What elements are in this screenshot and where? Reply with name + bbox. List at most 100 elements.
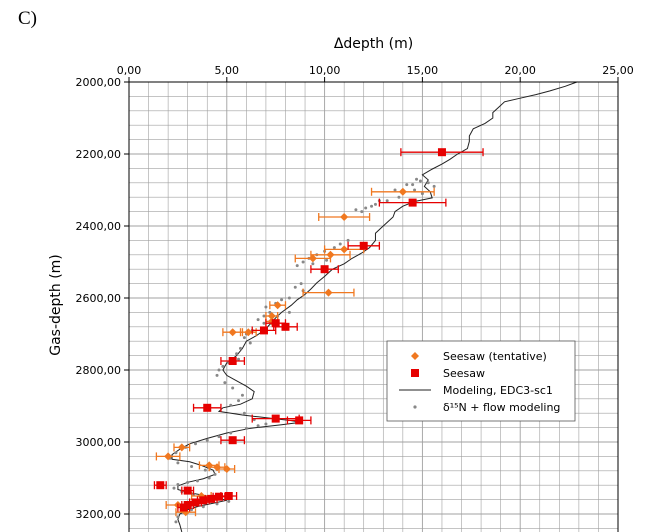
d15n-point bbox=[172, 486, 176, 490]
d15n-point bbox=[426, 181, 430, 185]
d15n-point bbox=[354, 208, 358, 212]
d15n-point bbox=[242, 336, 246, 340]
d15n-point bbox=[418, 179, 422, 183]
seesaw-point bbox=[228, 436, 237, 445]
d15n-point bbox=[213, 472, 217, 476]
d15n-point bbox=[205, 438, 209, 442]
d15n-point bbox=[280, 298, 284, 302]
seesaw-tentative-point bbox=[164, 452, 173, 461]
d15n-point bbox=[217, 368, 221, 372]
d15n-point bbox=[299, 282, 303, 286]
x-tick-label: 15,00 bbox=[407, 64, 439, 77]
d15n-point bbox=[293, 285, 297, 289]
d15n-point bbox=[240, 393, 244, 397]
seesaw-point bbox=[271, 319, 280, 328]
d15n-point bbox=[215, 502, 219, 506]
d15n-point bbox=[217, 435, 221, 439]
d15n-point bbox=[268, 310, 272, 314]
d15n-point bbox=[231, 386, 235, 390]
d15n-point bbox=[176, 515, 180, 519]
panel-label: C) bbox=[18, 8, 37, 29]
d15n-point bbox=[238, 346, 242, 350]
d15n-point bbox=[229, 431, 233, 435]
d15n-point bbox=[262, 321, 266, 325]
d15n-point bbox=[223, 381, 227, 385]
seesaw-tentative-point bbox=[398, 187, 407, 196]
x-axis-title: Δdepth (m) bbox=[334, 36, 413, 52]
d15n-point bbox=[405, 183, 409, 187]
d15n-point bbox=[370, 204, 374, 208]
d15n-point bbox=[229, 403, 233, 407]
d15n-point bbox=[432, 184, 436, 188]
d15n-point bbox=[221, 364, 225, 368]
d15n-point bbox=[190, 464, 194, 468]
d15n-point bbox=[176, 482, 180, 486]
axes: 0,00 5,00 10,00 15,00 20,00 25,00 2000,00 2200,… bbox=[76, 64, 634, 532]
seesaw-point bbox=[295, 416, 304, 425]
model-line-layer bbox=[171, 81, 578, 532]
seesaw-point bbox=[203, 403, 212, 412]
y-tick-label: 2200,00 bbox=[76, 148, 122, 161]
x-tick-label: 25,00 bbox=[602, 64, 634, 77]
seesaw-tentative-point bbox=[228, 328, 237, 337]
d15n-point bbox=[227, 499, 231, 503]
seesaw-tentative-point bbox=[267, 312, 276, 320]
d15n-point bbox=[203, 468, 207, 472]
x-tick-label: 5,00 bbox=[215, 64, 240, 77]
grid bbox=[128, 81, 619, 532]
seesaw-point bbox=[199, 496, 208, 505]
d15n-point bbox=[195, 479, 199, 483]
model-line bbox=[171, 81, 578, 532]
d15n-point bbox=[397, 195, 401, 199]
legend-marker-d15n bbox=[413, 405, 417, 409]
d15n-point bbox=[176, 461, 180, 465]
d15n-point bbox=[415, 177, 419, 181]
seesaw-tentative-point bbox=[213, 463, 222, 472]
d15n-point bbox=[207, 476, 211, 480]
y-axis-title: Gas-depth (m) bbox=[48, 254, 64, 356]
legend: Seesaw (tentative) Seesaw Modeling, EDC3-s… bbox=[386, 340, 576, 422]
seesaw-tentative-point bbox=[222, 465, 231, 473]
d15n-point bbox=[242, 411, 246, 415]
seesaw-point bbox=[224, 492, 233, 500]
seesaw-tentative-point bbox=[324, 288, 333, 297]
d15n-point bbox=[413, 188, 417, 192]
y-tick-label: 3000,00 bbox=[76, 436, 122, 449]
seesaw-point bbox=[156, 481, 165, 490]
d15n-point bbox=[174, 451, 178, 455]
d15n-point bbox=[237, 399, 241, 403]
y-tick-label: 2800,00 bbox=[76, 364, 122, 377]
seesaw-tentative-point bbox=[340, 245, 349, 254]
seesaw-tentative-point bbox=[340, 213, 349, 221]
seesaw-tentative-point bbox=[273, 301, 282, 310]
legend-label: δ¹⁵N + flow modeling bbox=[443, 401, 560, 414]
seesaw-point bbox=[228, 357, 237, 365]
d15n-point bbox=[360, 210, 364, 214]
d15n-point bbox=[325, 258, 329, 262]
d15n-point bbox=[346, 238, 350, 242]
x-tick-label: 20,00 bbox=[504, 64, 536, 77]
seesaw-point bbox=[183, 486, 192, 495]
d15n-point bbox=[256, 318, 260, 322]
d15n-point bbox=[201, 505, 205, 509]
seesaw-point bbox=[214, 492, 223, 501]
legend-label: Modeling, EDC3-sc1 bbox=[443, 384, 553, 397]
y-tick-label: 2400,00 bbox=[76, 220, 122, 233]
d15n-point bbox=[174, 520, 178, 524]
d15n-point bbox=[287, 310, 291, 314]
seesaw-layer bbox=[153, 148, 484, 512]
d15n-point bbox=[248, 341, 252, 345]
legend-label: Seesaw bbox=[443, 367, 485, 380]
d15n-point bbox=[420, 192, 424, 196]
y-tick-label: 3200,00 bbox=[76, 508, 122, 521]
seesaw-point bbox=[207, 494, 216, 503]
d15n-point bbox=[244, 426, 248, 430]
d15n-point bbox=[311, 262, 315, 266]
d15n-point bbox=[264, 422, 268, 426]
y-tick-label: 2000,00 bbox=[76, 76, 122, 89]
legend-marker-seesaw bbox=[411, 369, 419, 377]
d15n-point bbox=[385, 199, 389, 203]
seesaw-point bbox=[408, 198, 417, 207]
d15n-point bbox=[264, 305, 268, 309]
